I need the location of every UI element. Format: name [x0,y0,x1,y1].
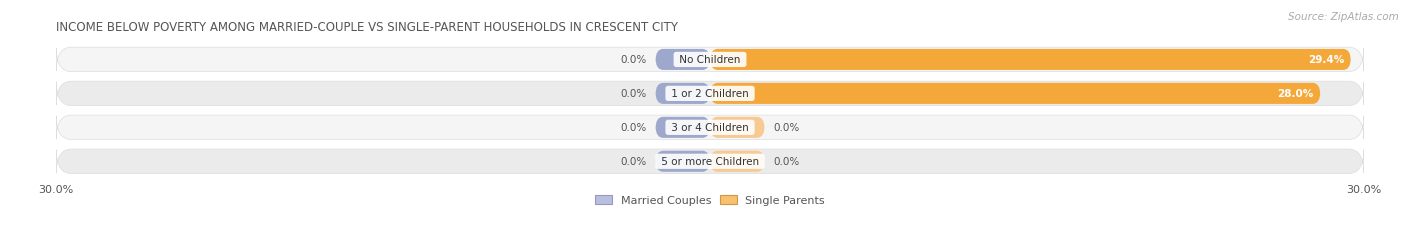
Text: 0.0%: 0.0% [773,157,800,167]
Text: 0.0%: 0.0% [620,89,647,99]
Text: 0.0%: 0.0% [620,157,647,167]
FancyBboxPatch shape [56,116,1364,140]
Text: Source: ZipAtlas.com: Source: ZipAtlas.com [1288,12,1399,21]
FancyBboxPatch shape [710,151,765,172]
FancyBboxPatch shape [655,83,710,104]
Legend: Married Couples, Single Parents: Married Couples, Single Parents [595,195,825,205]
FancyBboxPatch shape [710,50,1351,71]
FancyBboxPatch shape [56,82,1364,106]
Text: 0.0%: 0.0% [773,123,800,133]
FancyBboxPatch shape [56,149,1364,174]
FancyBboxPatch shape [655,117,710,138]
Text: 29.4%: 29.4% [1308,55,1344,65]
Text: 28.0%: 28.0% [1278,89,1313,99]
Text: 3 or 4 Children: 3 or 4 Children [668,123,752,133]
FancyBboxPatch shape [655,151,710,172]
Text: 5 or more Children: 5 or more Children [658,157,762,167]
FancyBboxPatch shape [655,50,710,71]
FancyBboxPatch shape [710,117,765,138]
Text: No Children: No Children [676,55,744,65]
Text: 1 or 2 Children: 1 or 2 Children [668,89,752,99]
Text: 0.0%: 0.0% [620,55,647,65]
FancyBboxPatch shape [56,48,1364,72]
FancyBboxPatch shape [710,83,1320,104]
Text: INCOME BELOW POVERTY AMONG MARRIED-COUPLE VS SINGLE-PARENT HOUSEHOLDS IN CRESCEN: INCOME BELOW POVERTY AMONG MARRIED-COUPL… [56,21,678,33]
Text: 0.0%: 0.0% [620,123,647,133]
